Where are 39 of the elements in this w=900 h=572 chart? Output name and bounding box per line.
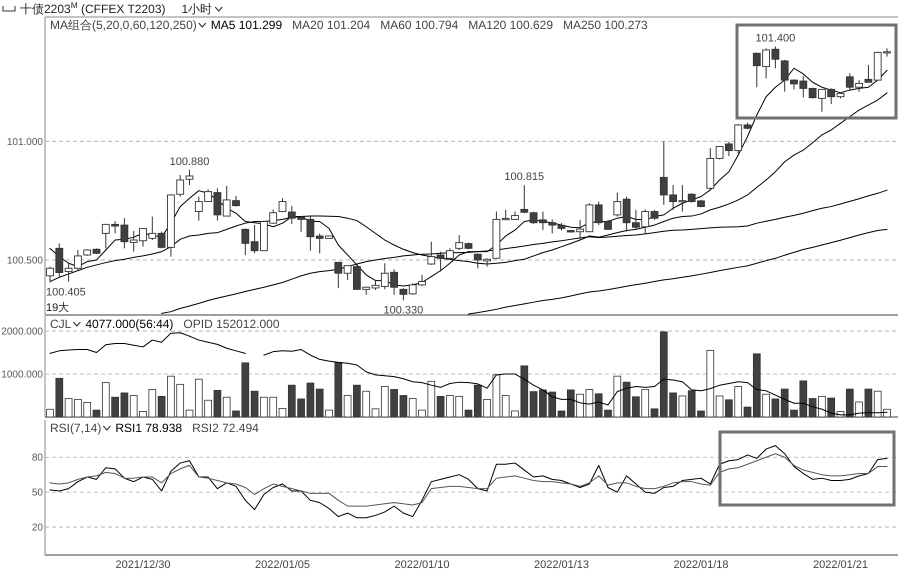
x-tick-label: 2022/01/13 <box>534 559 590 571</box>
y-tick-label: 2000.000 <box>1 326 44 338</box>
x-tick-label: 2022/01/18 <box>673 559 729 571</box>
x-tick-label: 2022/01/21 <box>812 559 868 571</box>
candlestick <box>520 184 528 214</box>
annotation: 19大 <box>46 301 70 314</box>
candlestick <box>186 169 194 186</box>
annotation: MA组合(5,20,0,60,120,250) <box>50 18 197 32</box>
chart-title: 十债2203$^{M}$ (CFFEX T2203) <box>20 0 166 16</box>
annotation: 4077.000(56:44) <box>85 317 174 331</box>
x-tick-label: 2022/01/10 <box>394 559 450 571</box>
chart-subtitle: 1小时 <box>182 2 212 16</box>
annotation: OPID 152012.000 <box>183 317 280 331</box>
y-tick-label: 101.000 <box>6 136 44 148</box>
y-tick-label: 1000.000 <box>1 370 44 381</box>
annotation: 100.815 <box>504 171 544 184</box>
annotation: 100.330 <box>384 304 424 316</box>
candlestick <box>176 174 184 198</box>
annotation: 100.405 <box>46 286 86 298</box>
y-tick-label: 100.500 <box>6 255 44 266</box>
line-series <box>50 453 888 507</box>
x-tick-label: 2021/12/30 <box>115 559 171 571</box>
x-tick-label: 2022/01/05 <box>254 559 310 571</box>
annotation: MA5 101.299 <box>210 18 282 32</box>
annotation: MA20 101.204 <box>292 18 371 32</box>
y-tick-label: 50 <box>32 488 44 499</box>
annotation: 101.400 <box>756 32 796 44</box>
annotation: MA250 100.273 <box>563 18 648 32</box>
annotation: MA120 100.629 <box>468 18 554 32</box>
y-tick-label: 20 <box>32 522 44 534</box>
line-series <box>50 445 888 518</box>
y-tick-label: 80 <box>32 452 44 464</box>
line-series <box>468 228 888 315</box>
annotation: 100.880 <box>170 156 210 168</box>
annotation: CJL <box>50 317 72 331</box>
annotation: RSI1 78.938 <box>115 421 182 435</box>
annotation: RSI(7,14) <box>50 421 102 435</box>
annotation: RSI2 72.494 <box>192 421 260 435</box>
annotation: MA60 100.794 <box>380 18 459 32</box>
